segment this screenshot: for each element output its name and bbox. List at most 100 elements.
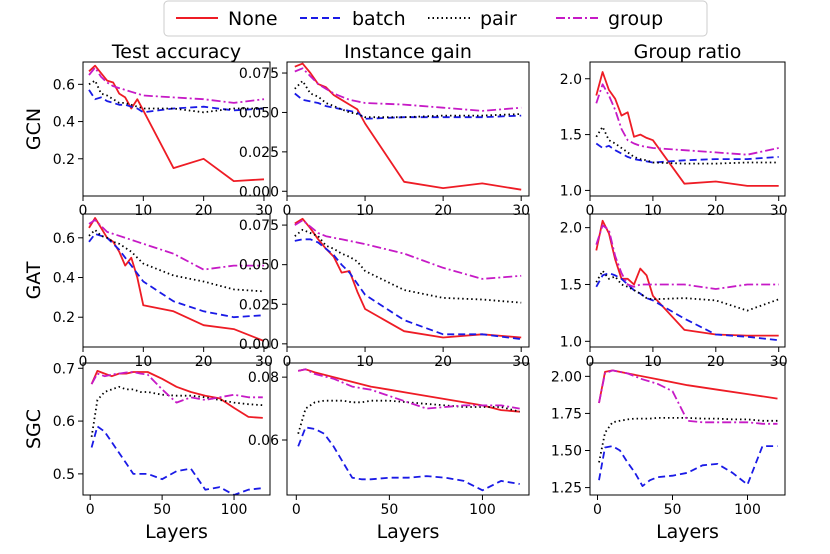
- y-tick-label: 1.25: [551, 481, 582, 497]
- x-tick-label: 30: [512, 203, 530, 219]
- series-none-line: [88, 64, 265, 183]
- column-title-1: Test accuracy: [111, 41, 241, 63]
- series-batch-line: [88, 89, 265, 114]
- panel-gat-test-accuracy-frame: [82, 213, 271, 348]
- x-tick-label: 0: [292, 502, 301, 518]
- y-tick-label: 0.4: [53, 271, 75, 287]
- y-tick-label: 0.6: [53, 77, 75, 93]
- row-label-gat: GAT: [23, 261, 45, 299]
- series-batch-line: [90, 425, 263, 495]
- y-tick-label: 2.0: [560, 221, 582, 237]
- y-tick-label: 0.075: [239, 218, 279, 234]
- y-tick-label: 0.025: [239, 145, 279, 161]
- series-group-line: [298, 368, 520, 410]
- series-none-line: [88, 217, 265, 342]
- series-group-line: [88, 66, 265, 104]
- x-tick-label: 20: [195, 354, 213, 370]
- x-tick-label: 30: [770, 203, 788, 219]
- panel-sgc-instance-gain-frame: [286, 362, 530, 496]
- series-none-line: [595, 71, 779, 187]
- x-tick-label: 30: [770, 354, 788, 370]
- x-tick-label: 0: [86, 502, 95, 518]
- series-pair-line: [595, 269, 780, 312]
- x-tick-label: 100: [734, 502, 761, 518]
- series-none-line: [294, 62, 522, 191]
- legend-entry-none: None: [176, 8, 278, 30]
- chart-panels: 0 10 20 300.20.40.60 10 20 300.0000.0250.0500.…: [53, 61, 788, 518]
- x-tick-label: 0: [593, 502, 602, 518]
- y-tick-label: 0.5: [53, 467, 75, 483]
- x-tick-label: 10: [356, 354, 374, 370]
- column-titles: Test accuracy Instance gain Group ratio: [111, 41, 741, 63]
- panel-sgc-instance-gain: 0 50 100 0.06 0.08: [248, 362, 530, 518]
- y-tick-label: 1.5: [560, 277, 582, 293]
- series-pair-line: [88, 228, 265, 293]
- panel-gcn-instance-gain: 0 10 20 30 0.000 0.025 0.050 0.075: [239, 61, 530, 219]
- legend-label-pair: pair: [480, 8, 517, 30]
- row-label-gcn: GCN: [23, 108, 45, 150]
- panel-gcn-group-ratio-frame: [589, 61, 786, 197]
- panel-sgc-test-accuracy-frame: [82, 362, 271, 496]
- x-tick-label: 50: [380, 502, 398, 518]
- series-pair-line: [294, 80, 522, 119]
- x-tick-label: 50: [153, 502, 171, 518]
- legend-box: [163, 0, 708, 37]
- panel-sgc-group-ratio: 0 50 100 1.25 1.50 1.75 2.00: [551, 362, 786, 518]
- y-tick-label: 0.025: [239, 297, 279, 313]
- row-label-sgc: SGC: [23, 409, 45, 449]
- column-title-2: Instance gain: [344, 41, 472, 63]
- y-tick-label: 1.5: [560, 128, 582, 144]
- series-batch-line: [595, 272, 779, 342]
- y-tick-label: 1.50: [551, 444, 582, 460]
- x-tick-label: 30: [255, 354, 273, 370]
- panel-gcn-instance-gain-frame: [286, 61, 530, 197]
- panel-gat-instance-gain-frame: [286, 213, 530, 348]
- series-batch-line: [294, 238, 522, 340]
- x-tick-label: 10: [644, 203, 662, 219]
- series-pair-line: [90, 385, 263, 438]
- series-group-line: [88, 219, 264, 271]
- series-pair-line: [595, 125, 779, 165]
- series-group-line: [294, 67, 522, 112]
- series-group-line: [90, 371, 263, 404]
- y-tick-label: 1.0: [560, 334, 582, 350]
- x-tick-label: 0: [79, 354, 88, 370]
- series-none-line: [595, 219, 779, 337]
- row-labels: GCN GAT SGC: [23, 108, 45, 449]
- series-group-line: [595, 83, 779, 156]
- panel-gcn-group-ratio: 0 10 20 30 1.0 1.5 2.0: [560, 61, 788, 219]
- panel-sgc-group-ratio-frame: [589, 362, 786, 496]
- legend-entry-group: group: [556, 8, 663, 30]
- column-title-3: Group ratio: [634, 41, 742, 63]
- y-tick-label: 1.0: [560, 183, 582, 199]
- y-tick-label: 0.050: [239, 105, 279, 121]
- series-batch-line: [598, 445, 778, 488]
- x-tick-label: 10: [134, 354, 152, 370]
- y-tick-label: 0.000: [239, 337, 279, 353]
- y-tick-label: 0.6: [53, 231, 75, 247]
- y-tick-label: 0.075: [239, 66, 279, 82]
- y-tick-label: 2.00: [551, 369, 582, 385]
- x-tick-label: 10: [134, 203, 152, 219]
- panel-gcn-test-accuracy-frame: [82, 61, 271, 197]
- legend: None batch pair group: [163, 0, 708, 37]
- x-tick-label: 0: [586, 354, 595, 370]
- series-none-line: [294, 217, 522, 339]
- x-tick-label: 10: [644, 354, 662, 370]
- x-tick-label: 0: [586, 203, 595, 219]
- legend-label-none: None: [228, 8, 278, 30]
- y-tick-label: 0.2: [53, 310, 75, 326]
- x-tick-label: 20: [707, 354, 725, 370]
- legend-label-group: group: [608, 8, 663, 30]
- series-batch-line: [88, 232, 265, 319]
- y-tick-label: 0.4: [53, 115, 75, 131]
- legend-label-batch: batch: [352, 8, 406, 30]
- x-tick-label: 20: [195, 203, 213, 219]
- x-tick-label: 0: [283, 203, 292, 219]
- y-tick-label: 0.050: [239, 258, 279, 274]
- legend-entry-batch: batch: [300, 8, 406, 30]
- x-axis-label-2: Layers: [377, 521, 440, 543]
- y-tick-label: 0.6: [53, 414, 75, 430]
